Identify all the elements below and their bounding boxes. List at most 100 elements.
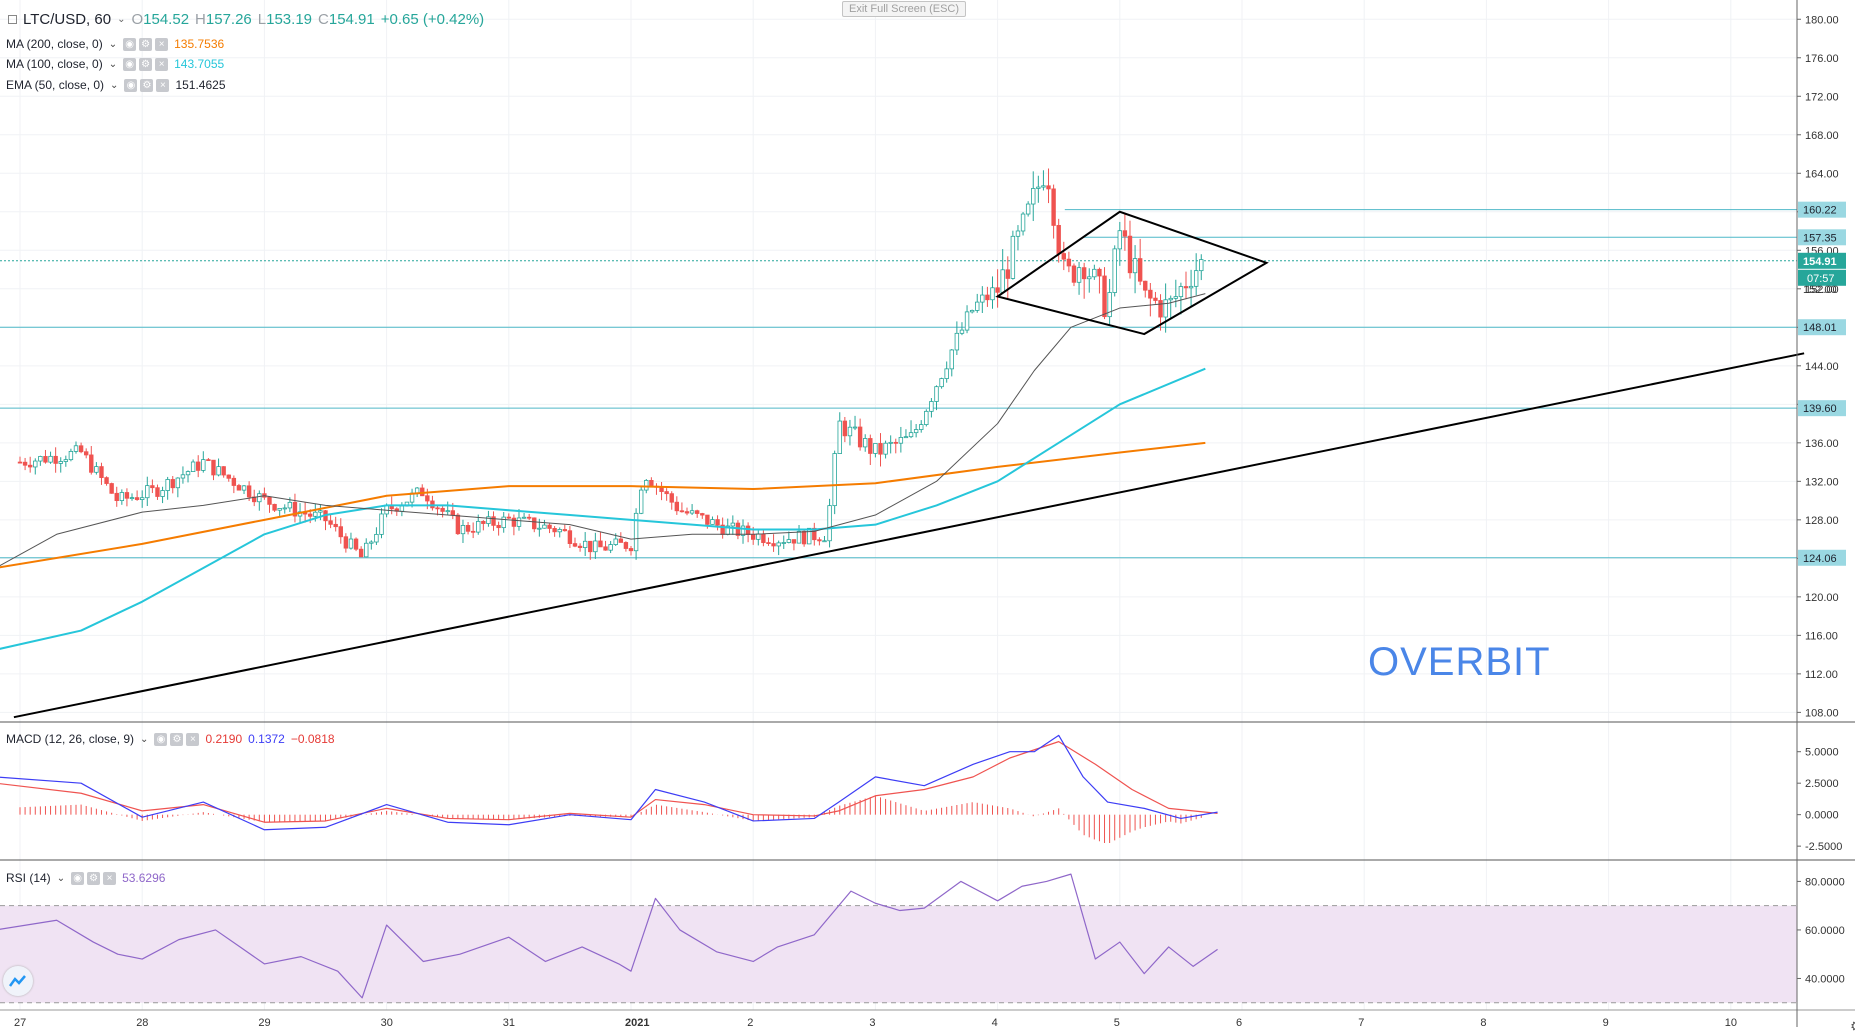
candle-body — [170, 479, 175, 489]
trendline — [13, 352, 1805, 719]
price-tick-label: 108.00 — [1805, 707, 1839, 719]
tradingview-logo-icon[interactable] — [3, 966, 33, 996]
gear-icon[interactable]: ⚙ — [170, 732, 184, 746]
candle-body — [425, 495, 430, 502]
ema50-value: 151.4625 — [175, 78, 226, 92]
candle-body — [333, 523, 338, 528]
candle-body — [73, 445, 79, 452]
close-icon[interactable]: × — [155, 37, 169, 51]
low-key: L — [257, 11, 267, 28]
rsi-tick-label: 80.0000 — [1805, 876, 1845, 888]
price-level-label: 124.06 — [1803, 553, 1837, 565]
candle-body — [124, 492, 130, 499]
candle-body — [109, 483, 114, 494]
candle-body — [1056, 225, 1061, 254]
candle-body — [964, 311, 970, 331]
close-icon[interactable]: × — [155, 57, 169, 71]
gear-icon[interactable]: ⚙ — [139, 57, 153, 71]
eye-icon[interactable]: ◉ — [71, 871, 85, 885]
chevron-down-icon[interactable]: ⌄ — [140, 733, 149, 745]
candle-body — [1051, 188, 1056, 226]
candle-body — [842, 420, 848, 437]
candle-body — [53, 455, 58, 464]
candle-body — [1092, 268, 1097, 278]
exit-fullscreen-button[interactable]: Exit Full Screen (ESC) — [842, 1, 967, 17]
macd-tick-label: 0.0000 — [1805, 810, 1839, 822]
eye-icon[interactable]: ◉ — [123, 37, 137, 51]
candle-body — [257, 493, 262, 503]
price-tick-label: 116.00 — [1805, 630, 1838, 642]
candle-body — [236, 485, 242, 491]
gear-icon[interactable]: ⚙ — [87, 871, 101, 885]
candle-body — [832, 453, 837, 507]
candle-body — [1143, 280, 1148, 291]
ma200-legend[interactable]: MA (200, close, 0) ⌄ ◉ ⚙ × 135.7536 — [6, 37, 224, 51]
candle-body — [847, 426, 853, 437]
ma100-legend[interactable]: MA (100, close, 0) ⌄ ◉ ⚙ × 143.7055 — [6, 57, 224, 71]
x-tick-label: 6 — [1236, 1017, 1242, 1027]
candle-body — [180, 474, 186, 479]
candle-body — [898, 437, 904, 444]
eye-icon[interactable]: ◉ — [123, 57, 137, 71]
eye-icon[interactable]: ◉ — [124, 78, 138, 92]
gear-icon[interactable]: ⚙ — [140, 78, 154, 92]
gear-icon[interactable]: ⚙ — [1850, 1018, 1855, 1035]
candle-body — [1148, 289, 1153, 299]
candle-body — [201, 459, 206, 471]
candle-body — [165, 479, 170, 491]
x-tick-label: 4 — [992, 1017, 998, 1027]
candle-body — [985, 294, 990, 301]
collapse-toggle-icon[interactable] — [8, 15, 17, 24]
candle-body — [954, 332, 960, 351]
candle-body — [313, 511, 318, 517]
ohlc-legend: LTC/USD, 60 ⌄ O154.52 H157.26 L153.19 C1… — [8, 11, 484, 28]
candle-body — [893, 441, 898, 444]
price-level-label: 157.35 — [1803, 232, 1837, 244]
watermark: OVERBIT — [1368, 640, 1551, 684]
close-icon[interactable]: × — [103, 871, 117, 885]
candle-body — [852, 426, 858, 429]
candle-body — [577, 545, 583, 548]
close-icon[interactable]: × — [156, 78, 170, 92]
chevron-down-icon[interactable]: ⌄ — [56, 872, 66, 884]
candle-body — [669, 493, 674, 503]
candle-body — [990, 287, 995, 301]
rsi-label[interactable]: RSI (14) — [6, 871, 51, 885]
candle-body — [1041, 185, 1046, 188]
candle-body — [435, 507, 440, 510]
macd-legend[interactable]: MACD (12, 26, close, 9) ⌄ ◉ ⚙ × 0.2190 0.1… — [6, 732, 335, 746]
ma200-label[interactable]: MA (200, close, 0) — [6, 37, 103, 51]
close-icon[interactable]: × — [186, 732, 200, 746]
open-value: 154.52 — [143, 11, 190, 28]
chevron-down-icon[interactable]: ⌄ — [108, 38, 118, 50]
macd-label[interactable]: MACD (12, 26, close, 9) — [6, 732, 135, 746]
candle-body — [440, 507, 445, 512]
x-tick-label: 5 — [1114, 1017, 1120, 1027]
candle-body — [1137, 258, 1143, 282]
candle-body — [791, 539, 797, 544]
gear-icon[interactable]: ⚙ — [139, 37, 153, 51]
eye-icon[interactable]: ◉ — [154, 732, 168, 746]
candle-body — [740, 525, 746, 536]
candle-body — [1087, 276, 1092, 280]
candle-body — [1076, 267, 1082, 283]
chevron-down-icon[interactable]: ⌄ — [108, 58, 118, 70]
symbol-label[interactable]: LTC/USD, 60 — [23, 11, 112, 28]
chevron-down-icon[interactable]: ⌄ — [117, 14, 126, 25]
candle-body — [552, 528, 557, 533]
candle-body — [379, 513, 384, 535]
candle-body — [705, 514, 710, 525]
ema50-label[interactable]: EMA (50, close, 0) — [6, 78, 105, 92]
chevron-down-icon[interactable]: ⌄ — [110, 79, 119, 91]
x-tick-label: 2 — [747, 1017, 753, 1027]
candle-body — [1153, 297, 1158, 301]
ma100-label[interactable]: MA (100, close, 0) — [6, 57, 103, 71]
x-tick-label: 10 — [1725, 1017, 1737, 1027]
candle-body — [1199, 259, 1204, 272]
low-value: 153.19 — [266, 11, 313, 28]
candle-body — [1046, 185, 1051, 190]
candle-body — [603, 546, 608, 551]
ema50-legend[interactable]: EMA (50, close, 0) ⌄ ◉ ⚙ × 151.4625 — [6, 78, 226, 92]
rsi-legend[interactable]: RSI (14) ⌄ ◉ ⚙ × 53.6296 — [6, 871, 165, 885]
